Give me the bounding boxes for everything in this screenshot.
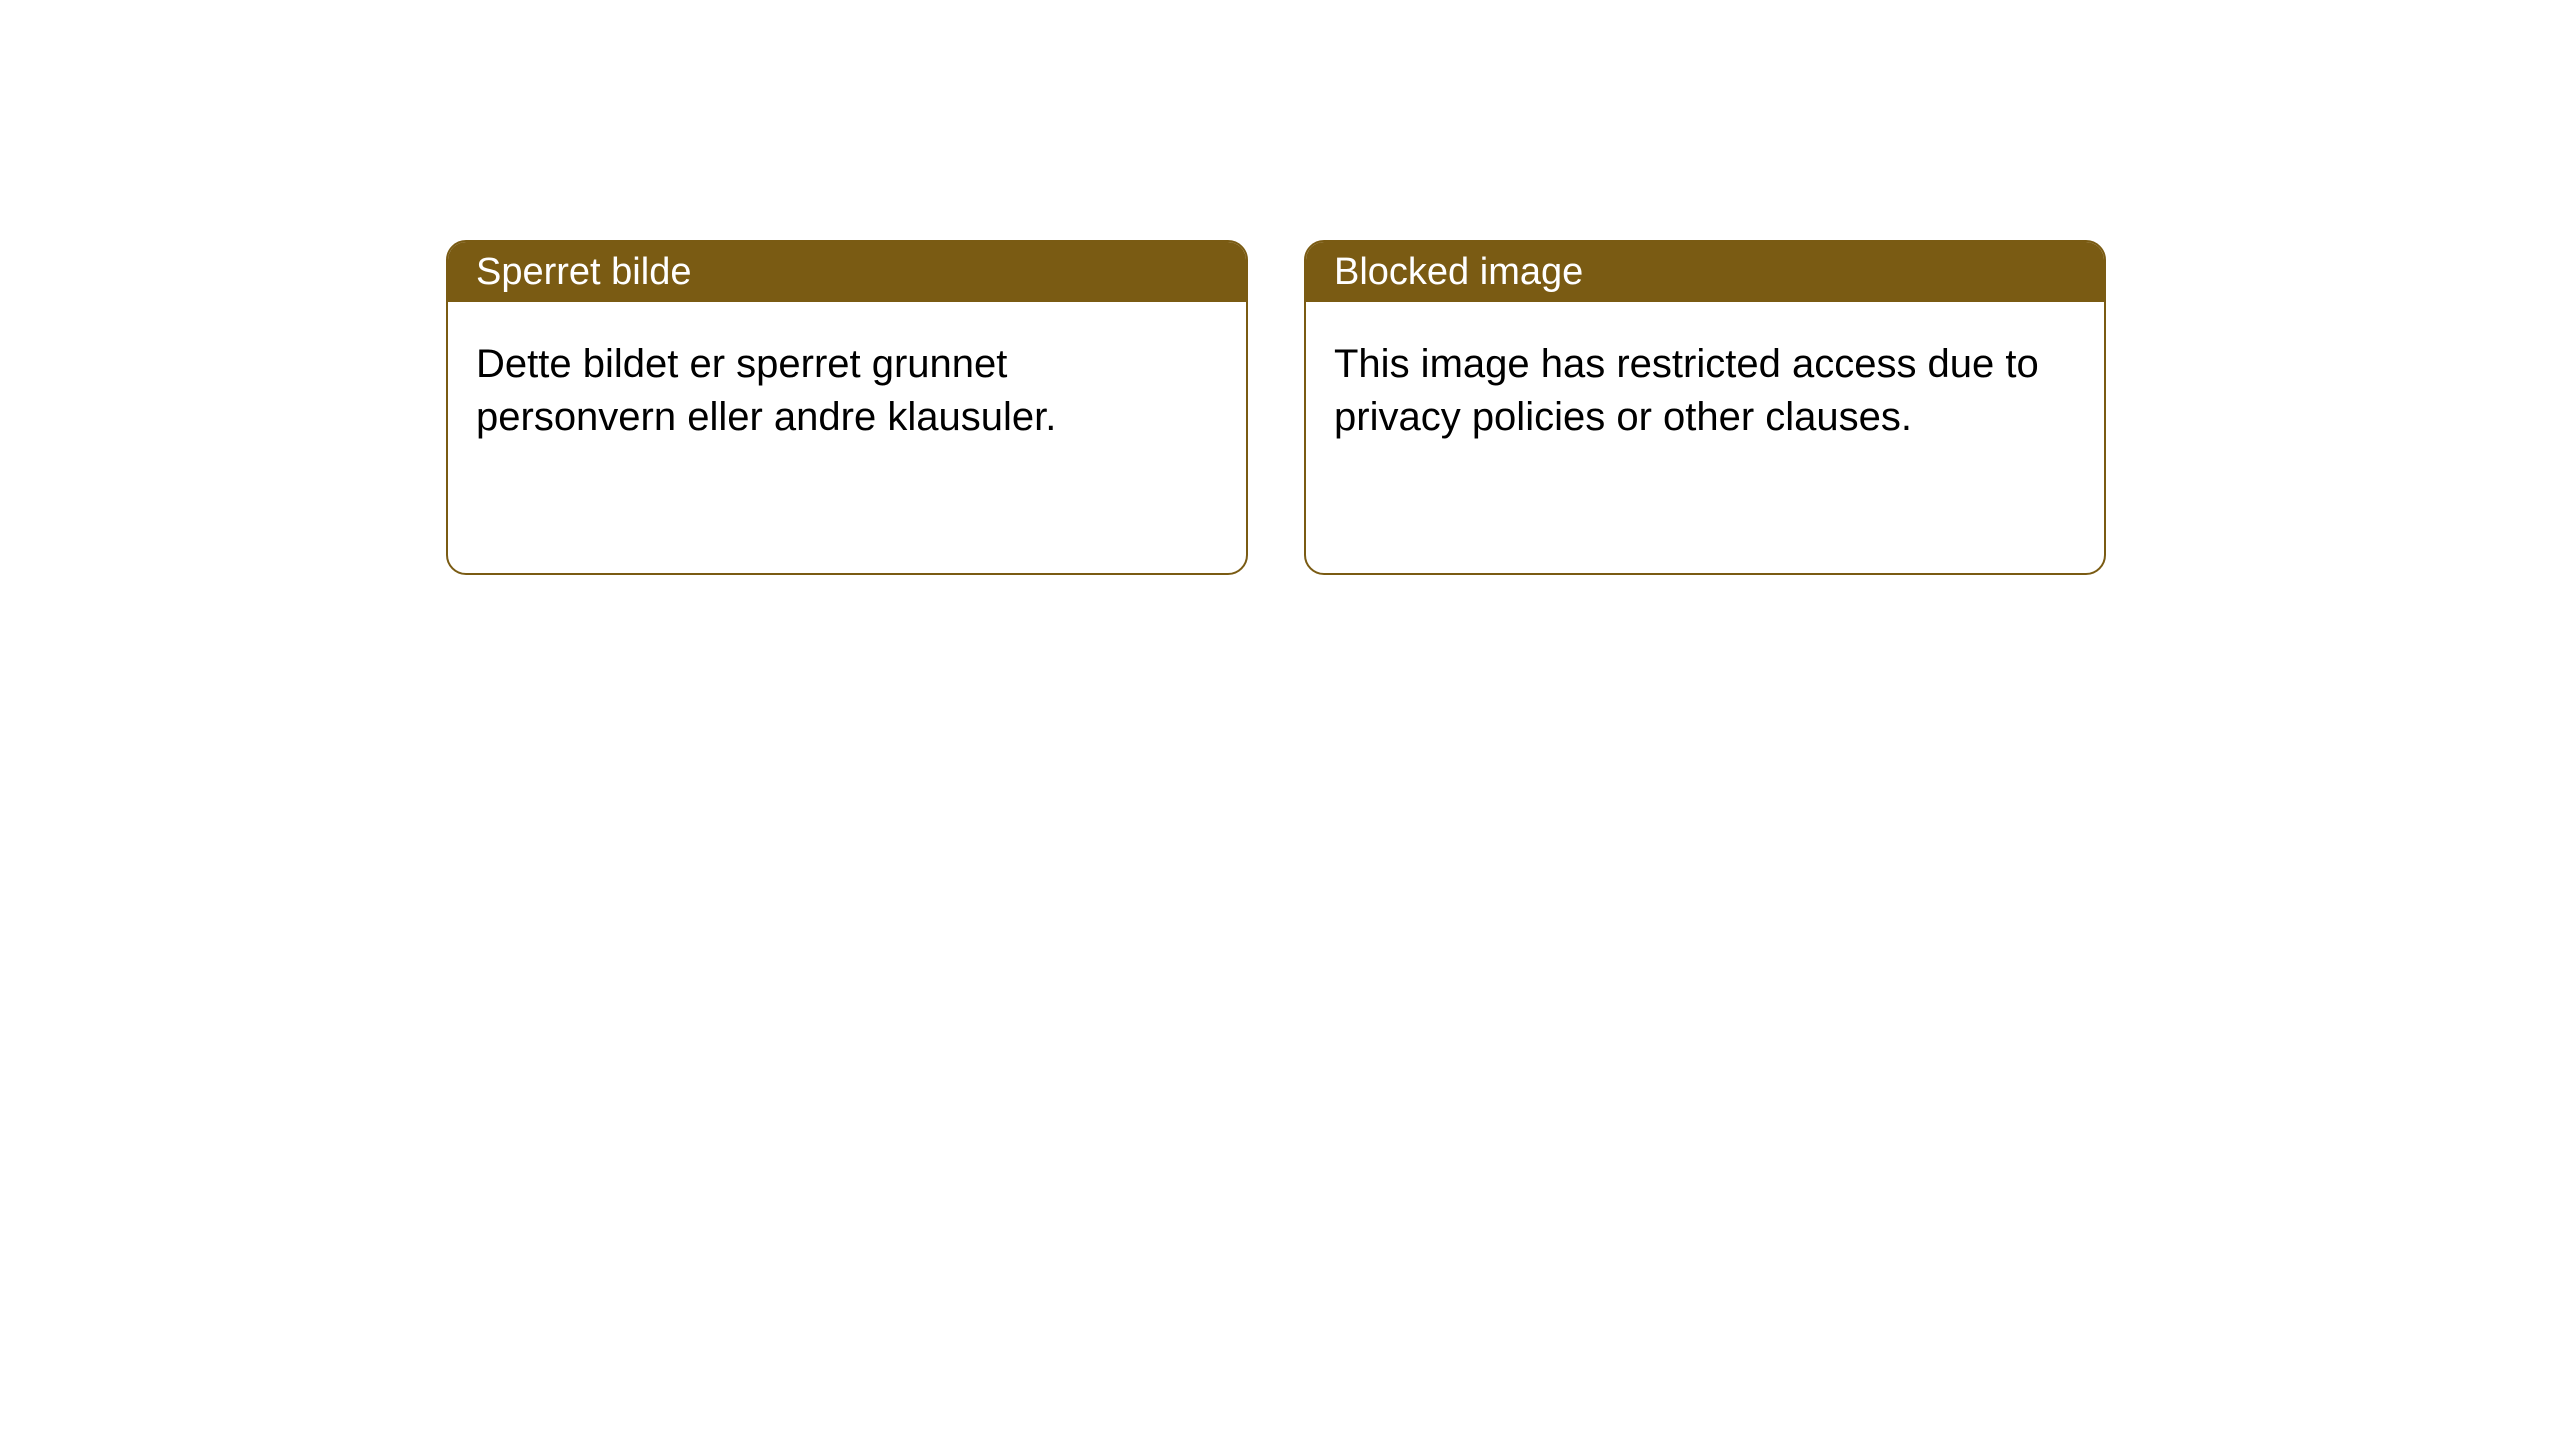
blocked-image-card-en: Blocked image This image has restricted … xyxy=(1304,240,2106,575)
card-header: Blocked image xyxy=(1306,242,2104,302)
card-title: Blocked image xyxy=(1334,251,1583,294)
blocked-image-card-no: Sperret bilde Dette bildet er sperret gr… xyxy=(446,240,1248,575)
card-title: Sperret bilde xyxy=(476,251,691,294)
card-body-text: This image has restricted access due to … xyxy=(1334,342,2039,439)
card-container: Sperret bilde Dette bildet er sperret gr… xyxy=(0,0,2560,575)
card-body-text: Dette bildet er sperret grunnet personve… xyxy=(476,342,1056,439)
card-body: This image has restricted access due to … xyxy=(1306,302,2104,480)
card-body: Dette bildet er sperret grunnet personve… xyxy=(448,302,1246,480)
card-header: Sperret bilde xyxy=(448,242,1246,302)
